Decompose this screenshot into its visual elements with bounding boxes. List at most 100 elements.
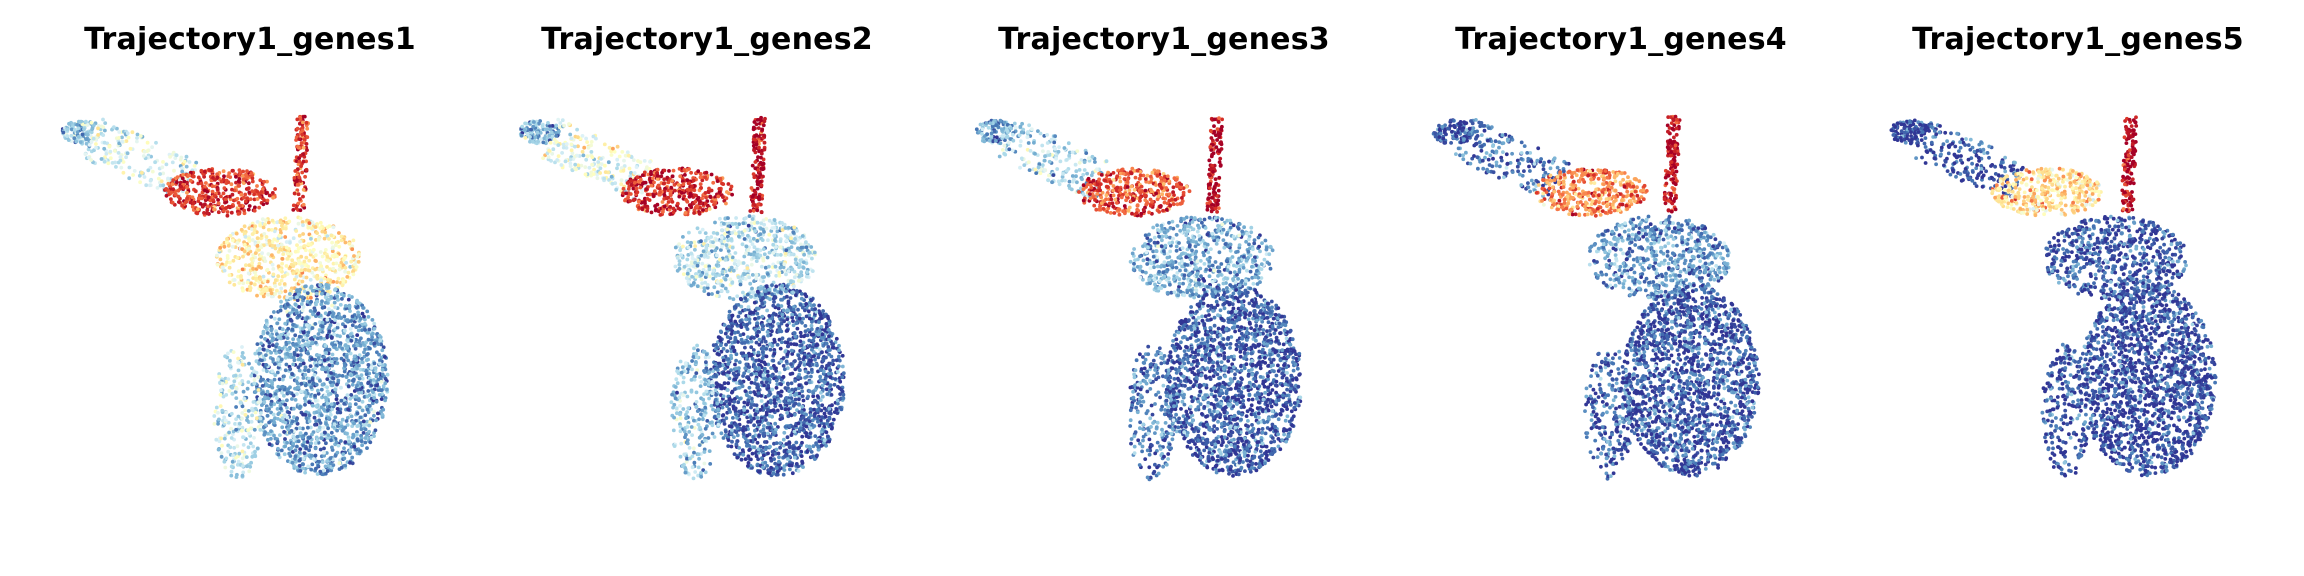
cell-point: [801, 398, 806, 403]
cell-point: [298, 447, 303, 451]
cell-point: [691, 264, 696, 269]
cell-point: [619, 166, 624, 170]
cell-point: [293, 386, 297, 391]
cell-point: [632, 171, 637, 175]
cell-point: [343, 265, 348, 270]
cell-point: [349, 259, 354, 264]
cell-point: [202, 211, 206, 215]
cell-point: [295, 298, 300, 303]
cell-point: [221, 394, 226, 399]
cell-point: [759, 183, 764, 188]
cell-point: [318, 379, 322, 383]
cell-point: [76, 126, 81, 131]
cell-point: [222, 436, 227, 441]
cell-point: [215, 187, 220, 192]
cell-point: [236, 356, 241, 361]
cell-point: [302, 440, 307, 444]
cell-point: [358, 449, 362, 453]
cell-point: [307, 448, 311, 453]
cell-point: [759, 151, 764, 156]
cell-point: [310, 403, 315, 408]
cell-point: [350, 455, 355, 460]
cell-point: [326, 286, 331, 290]
cell-point: [649, 210, 654, 215]
cell-point: [750, 217, 755, 221]
cell-point: [690, 274, 694, 279]
cell-point: [296, 292, 301, 297]
cell-point: [761, 258, 766, 263]
cell-point: [744, 251, 748, 256]
cell-point: [583, 172, 588, 177]
cell-point: [296, 439, 301, 444]
cell-point: [598, 171, 602, 175]
cell-point: [144, 183, 149, 188]
cell-point: [753, 229, 758, 234]
cell-point: [528, 135, 532, 139]
cell-point: [378, 358, 382, 363]
cell-point: [304, 255, 309, 260]
cell-point: [757, 195, 761, 199]
cell-point: [213, 177, 217, 182]
cell-point: [317, 267, 322, 272]
cell-point: [332, 332, 336, 337]
cell-point: [108, 149, 113, 154]
cell-point: [261, 274, 266, 279]
cell-point: [711, 276, 716, 281]
cell-point: [227, 280, 232, 285]
cell-point: [547, 133, 552, 138]
cell-point: [338, 458, 342, 463]
cell-point: [291, 307, 296, 312]
cell-point: [124, 139, 129, 144]
cell-point: [742, 228, 747, 233]
cell-point: [711, 272, 715, 276]
cell-point: [308, 364, 313, 368]
cell-point: [69, 127, 74, 132]
cell-point: [660, 200, 665, 204]
cell-point: [658, 190, 662, 195]
cell-point: [61, 130, 66, 135]
cell-point: [354, 325, 359, 329]
cell-point: [254, 276, 258, 281]
cell-point: [257, 261, 262, 266]
cell-point: [703, 201, 708, 206]
cell-point: [770, 226, 775, 231]
cell-point: [295, 376, 300, 380]
cell-point: [723, 232, 727, 236]
cell-point: [346, 348, 351, 353]
cell-point: [276, 452, 281, 457]
cell-point: [268, 288, 273, 293]
cell-point: [642, 170, 647, 175]
cell-point: [318, 447, 323, 452]
cell-point: [252, 227, 257, 232]
cell-point: [276, 446, 280, 451]
cell-point: [536, 139, 541, 144]
cell-point: [245, 418, 249, 422]
cell-point: [786, 269, 791, 273]
cell-point: [288, 296, 293, 301]
cell-point: [831, 358, 836, 363]
cell-point: [235, 256, 240, 260]
cell-point: [556, 143, 561, 148]
cell-point: [365, 419, 370, 424]
cell-point: [277, 346, 282, 350]
cell-point: [210, 189, 215, 194]
cell-point: [561, 145, 566, 150]
cell-point: [343, 343, 348, 348]
cell-point: [761, 247, 766, 252]
cell-point: [253, 453, 257, 458]
cell-point: [789, 236, 793, 241]
cell-point: [739, 304, 744, 309]
cell-point: [750, 286, 754, 291]
cell-point: [762, 147, 767, 152]
cell-point: [325, 377, 330, 381]
cell-point: [247, 469, 252, 474]
cell-point: [612, 149, 617, 154]
cell-point: [326, 416, 331, 420]
cell-point: [126, 135, 131, 140]
cell-point: [729, 237, 734, 241]
cell-point: [678, 207, 683, 212]
cell-point: [217, 439, 222, 444]
cell-point: [313, 441, 318, 445]
cell-point: [297, 464, 302, 468]
cell-point: [346, 358, 350, 363]
